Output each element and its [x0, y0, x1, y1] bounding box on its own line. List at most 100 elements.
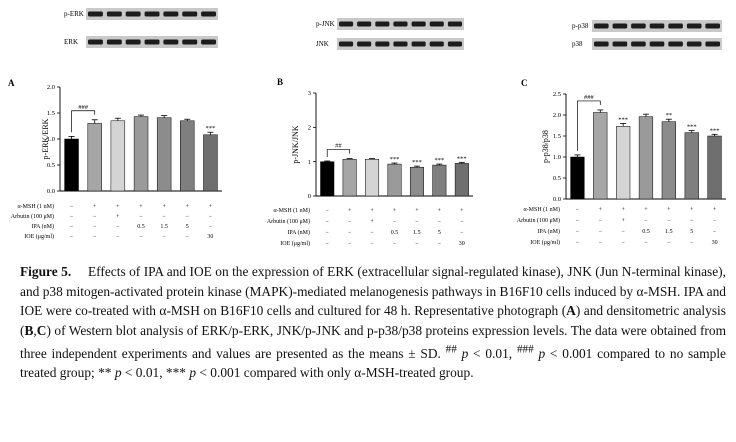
y-axis-label: p-JNK/JNK [291, 125, 300, 163]
blot-band [612, 23, 628, 29]
treatment-value: − [70, 234, 74, 240]
treatment-value: + [621, 218, 625, 224]
treatment-value: − [690, 240, 694, 246]
blot-band [201, 39, 216, 45]
treatment-value: − [70, 224, 74, 230]
treatment-value: 1.5 [665, 229, 673, 235]
bar [593, 112, 608, 200]
treatment-value: + [209, 204, 213, 210]
significance-mark: *** [710, 127, 720, 134]
treatment-value: − [713, 218, 717, 224]
treatment-value: − [576, 218, 580, 224]
blot-band [357, 21, 372, 27]
bar [365, 159, 380, 197]
bar [203, 134, 218, 192]
blot-band [411, 21, 426, 27]
treatment-value: + [690, 207, 694, 213]
caption-segment: < 0.01, *** [121, 365, 190, 381]
treatment-value: − [326, 208, 330, 214]
treatment-value: + [186, 204, 190, 210]
treatment-value: − [93, 214, 97, 220]
charts-group: A 0.0 0.5 1.0 1.5 2.0 p-ERK/ERK *** ### α-MSH (1 … [8, 77, 726, 247]
treatment-value: 5 [438, 230, 441, 236]
treatment-value: + [139, 204, 143, 210]
bar [454, 163, 469, 197]
caption-segment: ### [516, 343, 534, 356]
blot-band [594, 23, 609, 29]
caption-segment: < 0.001 compared to no sample treated gr… [20, 345, 726, 381]
blot-label: JNK [316, 40, 329, 48]
treatment-value: + [370, 208, 374, 214]
y-axis-label: p-ERK/ERK [41, 118, 50, 159]
treatment-value: − [393, 219, 397, 225]
bar [432, 164, 447, 197]
blot-band [631, 23, 646, 29]
treatment-value: − [326, 241, 330, 247]
significance-mark: *** [434, 157, 444, 164]
blot-band [631, 41, 646, 47]
treatment-label: α-MSH (1 nM) [524, 206, 560, 213]
caption-segment: ## [445, 343, 457, 356]
blot-band [357, 41, 372, 47]
y-tick-label: 2.0 [553, 112, 561, 119]
treatment-label: Arbutin (100 μM) [517, 217, 560, 224]
treatment-value: + [116, 204, 120, 210]
caption-segment: , [33, 322, 37, 338]
treatment-label: α-MSH (1 nM) [18, 203, 54, 210]
blot-band [686, 23, 702, 29]
caption-segment: B [24, 322, 34, 338]
treatment-value: − [667, 218, 671, 224]
treatment-label: IPA (nM) [537, 228, 560, 235]
blot-band [649, 41, 665, 47]
bar [110, 120, 126, 192]
blot-band [705, 23, 720, 29]
treatment-value: + [348, 208, 352, 214]
blot-band [201, 11, 216, 17]
treatment-value: − [599, 229, 603, 235]
chart-panel-a: A 0.0 0.5 1.0 1.5 2.0 p-ERK/ERK *** ### α-MSH (1 … [8, 78, 222, 240]
bar [87, 123, 102, 192]
treatment-value: − [713, 229, 717, 235]
blot-band [686, 41, 702, 47]
caption-segment: p [114, 365, 122, 381]
y-axis-label: p-p38/p38 [541, 130, 550, 163]
chart-panel-b: B 0 1 2 3 p-JNK/JNK *** *** *** *** ## α-MSH (1 nM)… [267, 77, 473, 247]
treatment-value: − [438, 219, 442, 225]
blot-band [649, 23, 665, 29]
treatment-value: 1.5 [160, 224, 168, 230]
treatment-label: IOE (μg/ml) [530, 239, 560, 246]
bar [707, 135, 722, 200]
bar [64, 138, 79, 192]
comparison-bracket [71, 110, 96, 133]
treatment-value: + [370, 219, 374, 225]
blot-band [339, 21, 354, 27]
chart-panel-c: C0.00.51.01.52.02.5p-p38/p38***********#… [517, 78, 726, 246]
treatment-label: α-MSH (1 nM) [274, 207, 310, 214]
treatment-label: Arbutin (100 μM) [267, 218, 310, 225]
significance-mark: *** [687, 124, 697, 131]
bar [156, 117, 172, 192]
blot-band [144, 39, 160, 45]
treatment-value: − [209, 224, 213, 230]
significance-mark: *** [206, 125, 216, 132]
treatment-value: − [93, 224, 97, 230]
treatment-label: IPA (nM) [31, 223, 54, 230]
treatment-value: − [139, 234, 143, 240]
treatment-value: − [438, 241, 442, 247]
treatment-value: 5 [186, 224, 189, 230]
caption-label: Figure 5. [20, 264, 72, 279]
caption-segment: p [461, 345, 469, 361]
bracket-mark: ## [335, 143, 342, 150]
y-tick-label: 1.5 [47, 110, 55, 117]
y-tick-label: 1.0 [47, 136, 55, 143]
bar [133, 116, 149, 192]
blot-band [612, 41, 628, 47]
blot-band [163, 39, 179, 45]
significance-mark: *** [390, 156, 400, 163]
blot-band [668, 23, 683, 29]
significance-mark: *** [412, 159, 422, 166]
bracket-mark: ### [584, 94, 595, 101]
y-tick-label: 1 [308, 159, 311, 166]
treatment-value: + [667, 207, 671, 213]
blot-band [125, 11, 141, 17]
